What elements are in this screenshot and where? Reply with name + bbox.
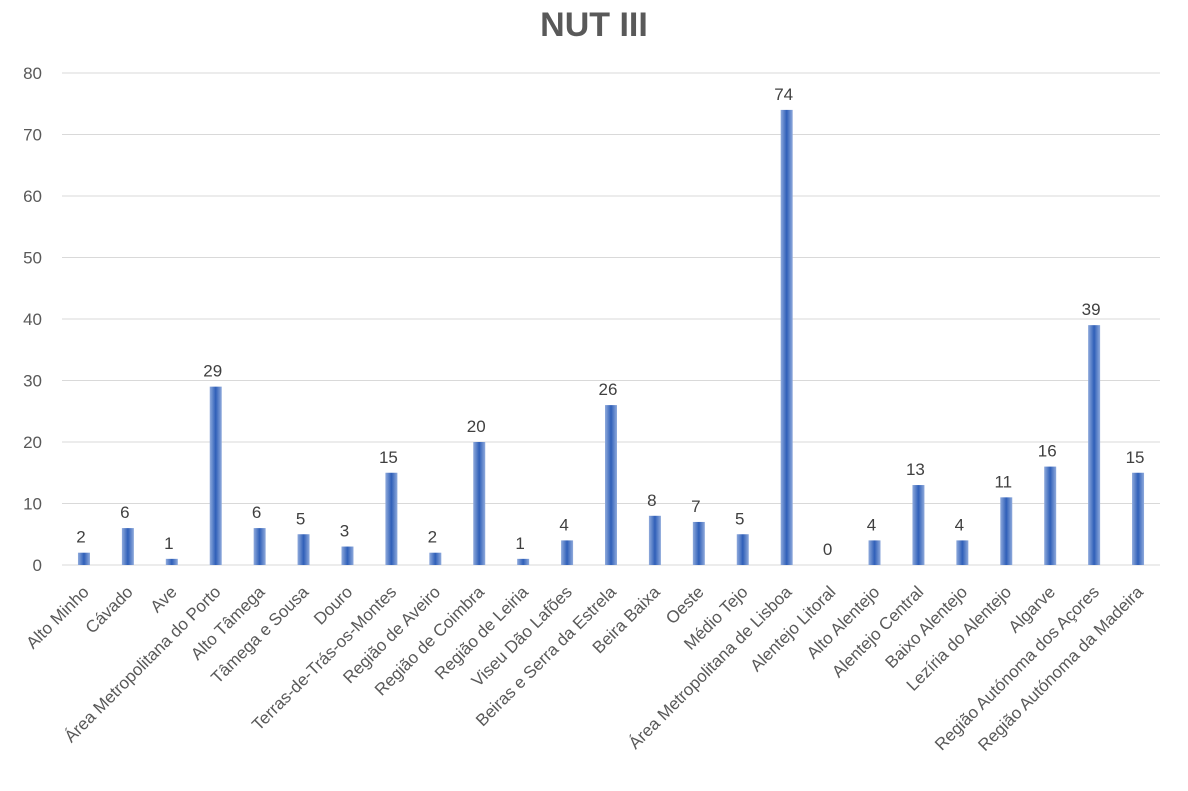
data-label: 15 xyxy=(379,448,398,467)
data-label: 3 xyxy=(340,522,349,541)
bar xyxy=(736,534,749,565)
bar xyxy=(780,109,793,566)
data-label: 2 xyxy=(428,528,437,547)
data-label: 2 xyxy=(76,528,85,547)
bar xyxy=(956,540,969,565)
y-tick-label: 0 xyxy=(33,556,42,575)
data-label: 26 xyxy=(599,380,618,399)
y-axis-ticks: 0 10 20 30 40 50 60 70 80 xyxy=(23,64,42,575)
data-label: 5 xyxy=(735,509,744,528)
data-label: 5 xyxy=(296,509,305,528)
data-label: 0 xyxy=(823,540,832,559)
bar xyxy=(385,472,398,565)
bars xyxy=(77,109,1145,566)
bar xyxy=(692,521,705,565)
bar xyxy=(429,552,442,565)
data-label: 20 xyxy=(467,417,486,436)
data-label: 4 xyxy=(867,515,876,534)
x-tick-label: Alto Minho xyxy=(23,582,93,652)
data-label: 6 xyxy=(120,503,129,522)
bar xyxy=(77,552,90,565)
bar xyxy=(561,540,574,565)
bar xyxy=(253,528,266,565)
bar xyxy=(209,386,222,565)
bar xyxy=(297,534,310,565)
x-tick-label: Cávado xyxy=(82,582,137,637)
y-tick-label: 50 xyxy=(23,249,42,268)
bar xyxy=(1044,466,1057,565)
y-tick-label: 80 xyxy=(23,64,42,83)
data-label: 1 xyxy=(164,534,173,553)
bar xyxy=(165,558,178,565)
bar xyxy=(473,442,486,565)
data-label: 8 xyxy=(647,491,656,510)
y-tick-label: 60 xyxy=(23,187,42,206)
data-label: 29 xyxy=(203,362,222,381)
data-label: 4 xyxy=(559,515,568,534)
x-tick-label: Ave xyxy=(147,582,181,616)
bar xyxy=(912,485,925,565)
bar xyxy=(868,540,881,565)
y-tick-label: 20 xyxy=(23,433,42,452)
y-tick-label: 70 xyxy=(23,126,42,145)
data-label: 39 xyxy=(1082,300,1101,319)
bar xyxy=(1088,325,1101,565)
data-label: 1 xyxy=(515,534,524,553)
data-label: 13 xyxy=(906,460,925,479)
bar xyxy=(1000,497,1013,565)
data-label: 15 xyxy=(1126,448,1145,467)
data-label: 4 xyxy=(955,515,964,534)
data-label: 7 xyxy=(691,497,700,516)
y-tick-label: 30 xyxy=(23,372,42,391)
bar xyxy=(341,546,354,565)
bar xyxy=(121,528,134,565)
data-label: 16 xyxy=(1038,442,1057,461)
bar xyxy=(605,405,617,565)
data-label: 6 xyxy=(252,503,261,522)
chart-title: NUT III xyxy=(540,6,648,44)
y-tick-label: 10 xyxy=(23,495,42,514)
data-label: 11 xyxy=(994,472,1012,491)
bar xyxy=(517,558,530,565)
bar xyxy=(1132,472,1145,565)
y-tick-label: 40 xyxy=(23,310,42,329)
bar xyxy=(648,515,661,565)
data-label: 74 xyxy=(774,85,793,104)
